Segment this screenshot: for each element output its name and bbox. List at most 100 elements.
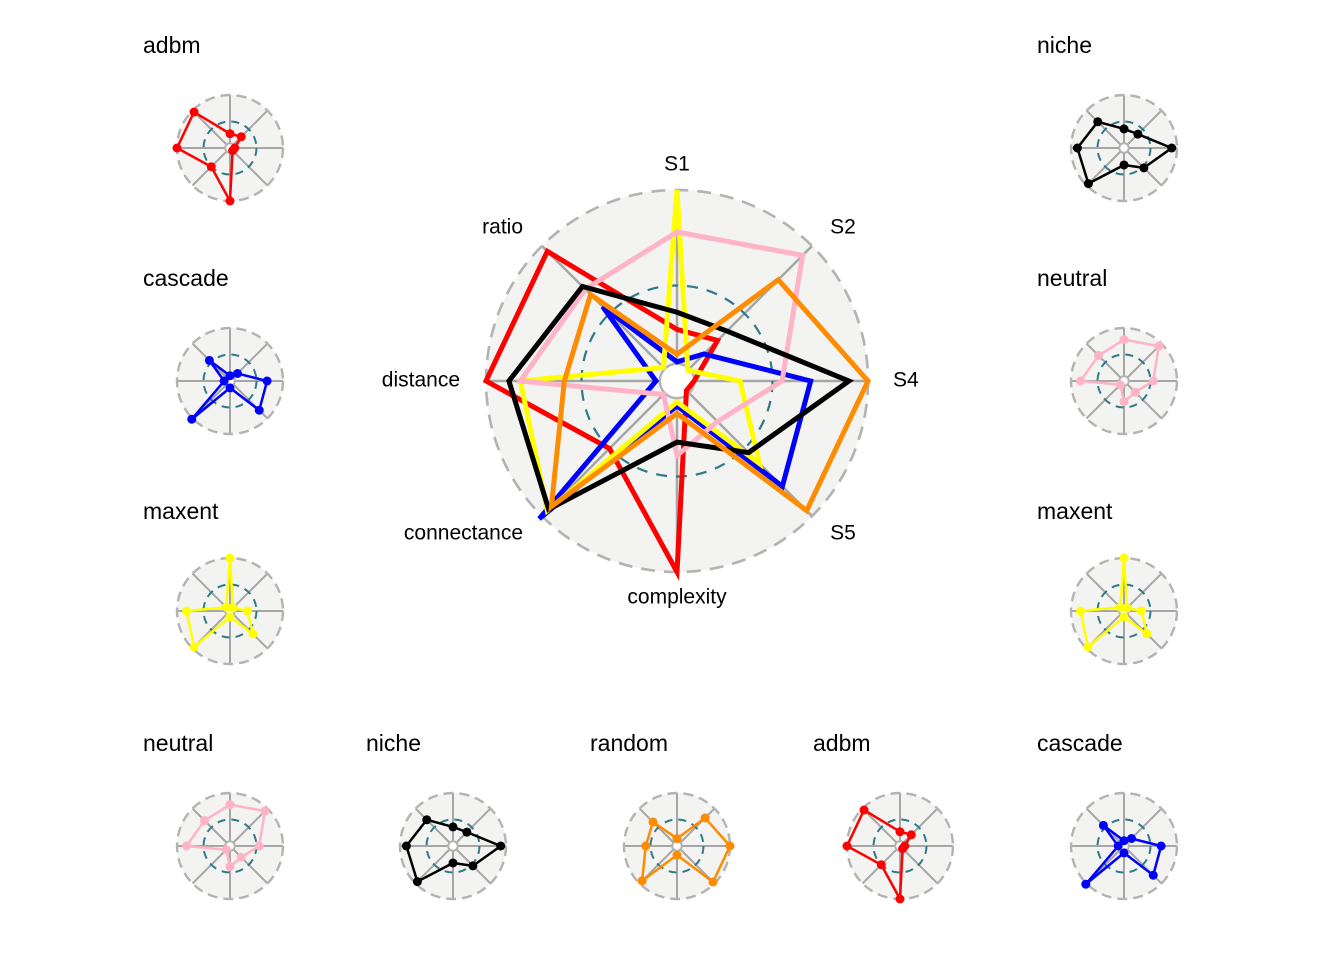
- axis-label-connectance: connectance: [404, 522, 523, 545]
- series-random-point: [648, 817, 658, 827]
- series-maxent-point: [1122, 603, 1132, 613]
- panel-title: maxent: [1037, 498, 1113, 524]
- small-radar-bottom-3-adbm: adbm: [813, 730, 955, 904]
- series-cascade-point: [204, 355, 214, 365]
- series-neutral-point: [1154, 341, 1164, 351]
- axis-label-ratio: ratio: [482, 216, 523, 239]
- reference-ring: [1096, 583, 1152, 639]
- series-adbm-point: [236, 132, 246, 142]
- panel-title: random: [590, 730, 668, 756]
- series-maxent-point: [1136, 606, 1146, 616]
- reference-ring: [202, 120, 258, 176]
- panel-title: niche: [366, 730, 421, 756]
- series-niche-point: [412, 877, 422, 887]
- series-maxent-point: [182, 606, 192, 616]
- panel-title: adbm: [143, 32, 201, 58]
- series-adbm-point: [895, 894, 905, 904]
- series-random-point: [641, 841, 651, 851]
- series-cascade-point: [1113, 841, 1123, 851]
- series-cascade-point: [1119, 848, 1129, 858]
- panel-title: adbm: [813, 730, 871, 756]
- series-adbm-point: [895, 827, 905, 837]
- center-hole: [1118, 142, 1130, 154]
- series-random-point: [708, 877, 718, 887]
- series-neutral-point: [225, 800, 235, 810]
- series-cascade-point: [219, 376, 229, 386]
- small-radar-right-0-niche: niche: [1037, 32, 1179, 203]
- series-neutral-point: [1076, 376, 1086, 386]
- axis-label-distance: distance: [382, 369, 460, 392]
- series-cascade-point: [1098, 820, 1108, 830]
- series-niche-point: [1072, 143, 1082, 153]
- radar-spoke: [676, 380, 813, 517]
- series-adbm-point: [876, 860, 886, 870]
- center-hole: [447, 840, 459, 852]
- series-neutral-point: [182, 841, 192, 851]
- series-cascade-point: [187, 414, 197, 424]
- series-cascade-point: [1126, 834, 1136, 844]
- main-radar: S1 S2 S4 S5 complexity connectance distance rat…: [382, 153, 919, 609]
- series-neutral-point: [1094, 351, 1104, 361]
- small-radar-bottom-2-random: random: [590, 730, 735, 901]
- series-cascade-point: [1119, 836, 1129, 846]
- series-maxent-point: [221, 602, 231, 612]
- series-niche-point: [401, 841, 411, 851]
- panel-title: neutral: [1037, 265, 1107, 291]
- small-radar-bottom-0-neutral: neutral: [143, 730, 285, 901]
- series-maxent-point: [242, 606, 252, 616]
- reference-ring: [202, 583, 258, 639]
- series-neutral-point: [254, 841, 264, 851]
- series-maxent-point: [1083, 642, 1093, 652]
- series-niche-point: [1083, 179, 1093, 189]
- series-cascade-line: [537, 304, 814, 521]
- series-adbm-point: [225, 196, 235, 206]
- panel-title: neutral: [143, 730, 213, 756]
- series-cascade-point: [1156, 841, 1166, 851]
- panel-title: niche: [1037, 32, 1092, 58]
- series-adbm-point: [859, 805, 869, 815]
- series-cascade-point: [1081, 879, 1091, 889]
- series-niche-line: [506, 283, 855, 513]
- series-neutral-point: [1115, 380, 1125, 390]
- reference-ring: [425, 818, 481, 874]
- series-niche-point: [448, 858, 458, 868]
- outer-ring: [1069, 791, 1179, 901]
- series-random-point: [672, 850, 682, 860]
- small-radar-left-2-maxent: maxent: [143, 498, 285, 666]
- outer-ring: [1069, 93, 1179, 203]
- panel-title: maxent: [143, 498, 219, 524]
- series-cascade-point: [254, 405, 264, 415]
- series-adbm-point: [842, 841, 852, 851]
- axis-label-complexity: complexity: [627, 586, 727, 609]
- reference-ring: [1096, 120, 1152, 176]
- panel-title: cascade: [143, 265, 229, 291]
- small-radar-bottom-4-cascade: cascade: [1037, 730, 1179, 901]
- series-neutral-point: [225, 862, 235, 872]
- outer-ring: [175, 326, 285, 436]
- series-adbm-point: [228, 146, 238, 156]
- series-niche-point: [1139, 163, 1149, 173]
- reference-ring: [1096, 818, 1152, 874]
- series-niche-point: [448, 822, 458, 832]
- reference-ring: [202, 353, 258, 409]
- series-maxent-line: [517, 189, 764, 516]
- small-radar-left-0-adbm: adbm: [143, 32, 285, 206]
- series-niche-point: [1167, 143, 1177, 153]
- axis-label-s4: S4: [893, 369, 919, 392]
- series-random-point: [672, 834, 682, 844]
- series-niche-point: [1133, 129, 1143, 139]
- outer-ring: [175, 791, 285, 901]
- series-niche-point: [422, 815, 432, 825]
- series-adbm-point: [898, 844, 908, 854]
- small-radar-right-1-neutral: neutral: [1037, 265, 1179, 436]
- series-niche-point: [1119, 124, 1129, 134]
- outer-ring: [398, 791, 508, 901]
- axis-label-s5: S5: [830, 522, 856, 545]
- series-neutral-point: [260, 806, 270, 816]
- series-maxent-point: [1076, 606, 1086, 616]
- series-neutral-point: [200, 816, 210, 826]
- series-cascade-point: [262, 376, 272, 386]
- series-adbm-point: [906, 830, 916, 840]
- reference-ring: [580, 284, 774, 478]
